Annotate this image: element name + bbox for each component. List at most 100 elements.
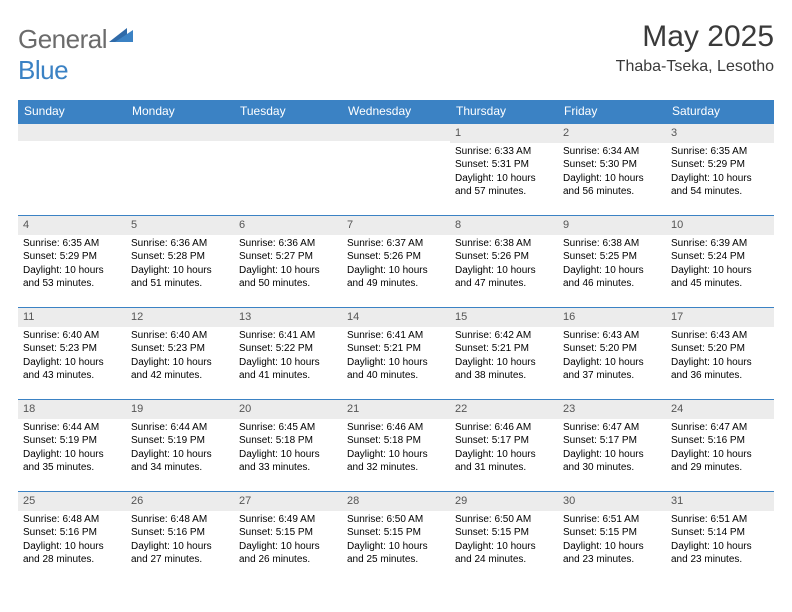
sunset-line: Sunset: 5:19 PM — [23, 434, 121, 448]
sunrise-line: Sunrise: 6:35 AM — [671, 145, 769, 159]
logo: GeneralBlue — [18, 20, 135, 86]
weekday-header: Wednesday — [342, 100, 450, 123]
sunrise-line: Sunrise: 6:48 AM — [131, 513, 229, 527]
daylight-line: Daylight: 10 hours and 32 minutes. — [347, 448, 445, 475]
daylight-line: Daylight: 10 hours and 42 minutes. — [131, 356, 229, 383]
daylight-line: Daylight: 10 hours and 31 minutes. — [455, 448, 553, 475]
sunrise-line: Sunrise: 6:41 AM — [239, 329, 337, 343]
day-number: 5 — [126, 216, 234, 235]
daylight-line: Daylight: 10 hours and 40 minutes. — [347, 356, 445, 383]
day-number: 12 — [126, 308, 234, 327]
day-number: 29 — [450, 492, 558, 511]
day-cell: 4Sunrise: 6:35 AMSunset: 5:29 PMDaylight… — [18, 215, 126, 307]
day-body: Sunrise: 6:33 AMSunset: 5:31 PMDaylight:… — [450, 143, 558, 203]
day-body: Sunrise: 6:40 AMSunset: 5:23 PMDaylight:… — [126, 327, 234, 387]
day-number: 18 — [18, 400, 126, 419]
daylight-line: Daylight: 10 hours and 38 minutes. — [455, 356, 553, 383]
daylight-line: Daylight: 10 hours and 46 minutes. — [563, 264, 661, 291]
sunrise-line: Sunrise: 6:43 AM — [671, 329, 769, 343]
day-cell: 23Sunrise: 6:47 AMSunset: 5:17 PMDayligh… — [558, 399, 666, 491]
sunset-line: Sunset: 5:30 PM — [563, 158, 661, 172]
sunset-line: Sunset: 5:17 PM — [563, 434, 661, 448]
sunrise-line: Sunrise: 6:50 AM — [347, 513, 445, 527]
sunset-line: Sunset: 5:21 PM — [347, 342, 445, 356]
day-cell: 17Sunrise: 6:43 AMSunset: 5:20 PMDayligh… — [666, 307, 774, 399]
sunrise-line: Sunrise: 6:50 AM — [455, 513, 553, 527]
day-cell: 8Sunrise: 6:38 AMSunset: 5:26 PMDaylight… — [450, 215, 558, 307]
sunset-line: Sunset: 5:23 PM — [131, 342, 229, 356]
sunset-line: Sunset: 5:15 PM — [347, 526, 445, 540]
day-body: Sunrise: 6:37 AMSunset: 5:26 PMDaylight:… — [342, 235, 450, 295]
day-body: Sunrise: 6:51 AMSunset: 5:15 PMDaylight:… — [558, 511, 666, 571]
day-cell: 5 Sunrise: 6:36 AMSunset: 5:28 PMDaylight… — [126, 215, 234, 307]
daylight-line: Daylight: 10 hours and 51 minutes. — [131, 264, 229, 291]
day-number: 9 — [558, 216, 666, 235]
daylight-line: Daylight: 10 hours and 23 minutes. — [563, 540, 661, 567]
day-cell: 15Sunrise: 6:42 AMSunset: 5:21 PMDayligh… — [450, 307, 558, 399]
sunrise-line: Sunrise: 6:36 AM — [131, 237, 229, 251]
day-number: 21 — [342, 400, 450, 419]
daylight-line: Daylight: 10 hours and 53 minutes. — [23, 264, 121, 291]
sunset-line: Sunset: 5:20 PM — [563, 342, 661, 356]
day-body: Sunrise: 6:51 AMSunset: 5:14 PMDaylight:… — [666, 511, 774, 571]
day-number: 14 — [342, 308, 450, 327]
day-cell — [342, 123, 450, 215]
day-number: 16 — [558, 308, 666, 327]
day-cell: 14Sunrise: 6:41 AMSunset: 5:21 PMDayligh… — [342, 307, 450, 399]
day-number: 22 — [450, 400, 558, 419]
day-body: Sunrise: 6:43 AMSunset: 5:20 PMDaylight:… — [558, 327, 666, 387]
sunset-line: Sunset: 5:26 PM — [455, 250, 553, 264]
day-number: 1 — [450, 124, 558, 143]
day-number: 27 — [234, 492, 342, 511]
day-number: 2 — [558, 124, 666, 143]
day-number: 20 — [234, 400, 342, 419]
day-number: 7 — [342, 216, 450, 235]
sunset-line: Sunset: 5:15 PM — [563, 526, 661, 540]
sunrise-line: Sunrise: 6:41 AM — [347, 329, 445, 343]
day-cell: 24Sunrise: 6:47 AMSunset: 5:16 PMDayligh… — [666, 399, 774, 491]
header: GeneralBlue May 2025 Thaba-Tseka, Lesoth… — [18, 20, 774, 86]
sunset-line: Sunset: 5:29 PM — [671, 158, 769, 172]
day-cell: 2Sunrise: 6:34 AMSunset: 5:30 PMDaylight… — [558, 123, 666, 215]
day-body: Sunrise: 6:34 AMSunset: 5:30 PMDaylight:… — [558, 143, 666, 203]
day-body: Sunrise: 6:40 AMSunset: 5:23 PMDaylight:… — [18, 327, 126, 387]
sunrise-line: Sunrise: 6:36 AM — [239, 237, 337, 251]
sunrise-line: Sunrise: 6:51 AM — [671, 513, 769, 527]
day-body: Sunrise: 6:48 AMSunset: 5:16 PMDaylight:… — [126, 511, 234, 571]
sunset-line: Sunset: 5:28 PM — [131, 250, 229, 264]
week-row: 1Sunrise: 6:33 AMSunset: 5:31 PMDaylight… — [18, 123, 774, 215]
daylight-line: Daylight: 10 hours and 34 minutes. — [131, 448, 229, 475]
day-cell: 3Sunrise: 6:35 AMSunset: 5:29 PMDaylight… — [666, 123, 774, 215]
day-number: 4 — [18, 216, 126, 235]
weekday-header: Monday — [126, 100, 234, 123]
sunset-line: Sunset: 5:23 PM — [23, 342, 121, 356]
weekday-header-row: Sunday Monday Tuesday Wednesday Thursday… — [18, 100, 774, 123]
location: Thaba-Tseka, Lesotho — [616, 58, 774, 76]
day-body: Sunrise: 6:38 AMSunset: 5:26 PMDaylight:… — [450, 235, 558, 295]
day-cell: 7Sunrise: 6:37 AMSunset: 5:26 PMDaylight… — [342, 215, 450, 307]
sunset-line: Sunset: 5:26 PM — [347, 250, 445, 264]
week-row: 18Sunrise: 6:44 AMSunset: 5:19 PMDayligh… — [18, 399, 774, 491]
day-number — [234, 124, 342, 141]
day-cell: 10Sunrise: 6:39 AMSunset: 5:24 PMDayligh… — [666, 215, 774, 307]
day-cell: 21Sunrise: 6:46 AMSunset: 5:18 PMDayligh… — [342, 399, 450, 491]
sunrise-line: Sunrise: 6:48 AM — [23, 513, 121, 527]
day-body: Sunrise: 6:41 AMSunset: 5:21 PMDaylight:… — [342, 327, 450, 387]
daylight-line: Daylight: 10 hours and 23 minutes. — [671, 540, 769, 567]
daylight-line: Daylight: 10 hours and 54 minutes. — [671, 172, 769, 199]
sunrise-line: Sunrise: 6:37 AM — [347, 237, 445, 251]
sunrise-line: Sunrise: 6:46 AM — [455, 421, 553, 435]
day-cell: 25Sunrise: 6:48 AMSunset: 5:16 PMDayligh… — [18, 491, 126, 583]
day-body: Sunrise: 6:36 AMSunset: 5:27 PMDaylight:… — [234, 235, 342, 295]
daylight-line: Daylight: 10 hours and 37 minutes. — [563, 356, 661, 383]
sunrise-line: Sunrise: 6:43 AM — [563, 329, 661, 343]
week-row: 25Sunrise: 6:48 AMSunset: 5:16 PMDayligh… — [18, 491, 774, 583]
day-body: Sunrise: 6:47 AMSunset: 5:17 PMDaylight:… — [558, 419, 666, 479]
day-cell: 6Sunrise: 6:36 AMSunset: 5:27 PMDaylight… — [234, 215, 342, 307]
day-cell: 28Sunrise: 6:50 AMSunset: 5:15 PMDayligh… — [342, 491, 450, 583]
sunrise-line: Sunrise: 6:38 AM — [455, 237, 553, 251]
day-number: 15 — [450, 308, 558, 327]
daylight-line: Daylight: 10 hours and 28 minutes. — [23, 540, 121, 567]
sunset-line: Sunset: 5:16 PM — [131, 526, 229, 540]
sunset-line: Sunset: 5:21 PM — [455, 342, 553, 356]
